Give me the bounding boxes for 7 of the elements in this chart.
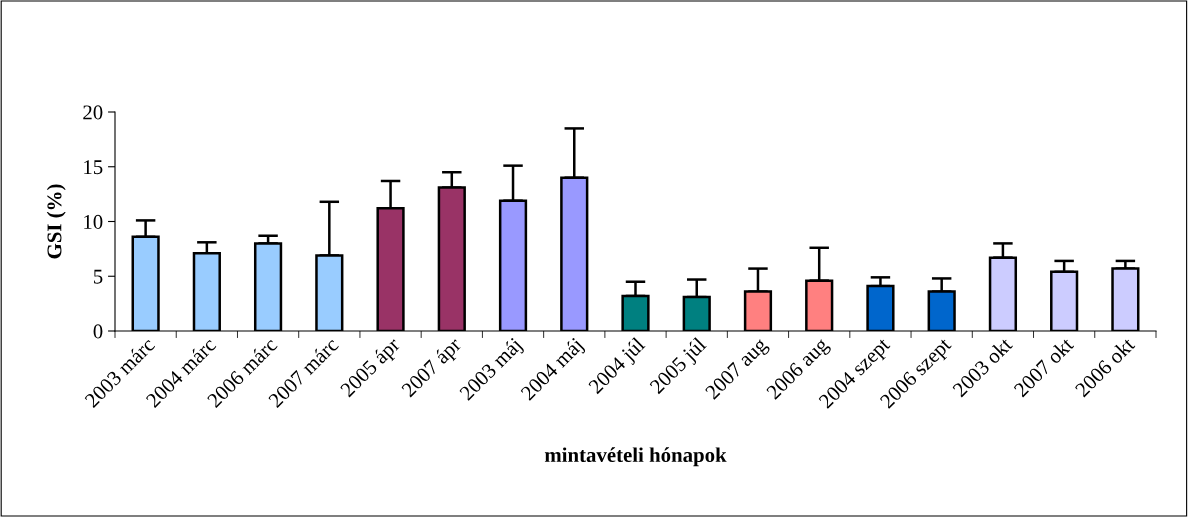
y-tick-label: 15 <box>84 160 103 175</box>
y-axis-title: GSI (%) <box>46 184 66 259</box>
x-axis-title: mintavételi hónapok <box>544 447 727 467</box>
y-tick-label: 5 <box>93 269 103 284</box>
y-tick-label: 0 <box>93 324 103 339</box>
y-tick-label: 10 <box>84 214 103 229</box>
y-tick-label: 20 <box>83 105 103 120</box>
